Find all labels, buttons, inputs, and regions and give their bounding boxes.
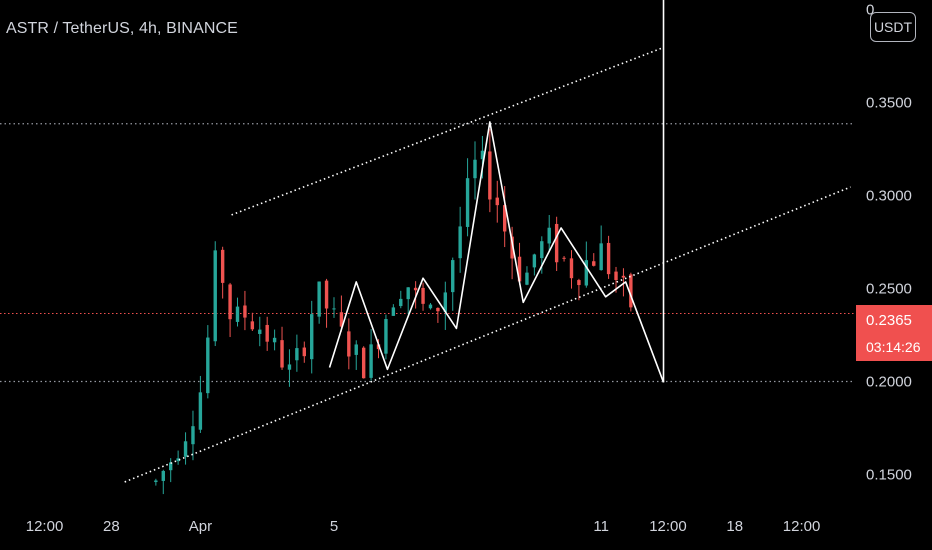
candle-body — [272, 337, 277, 343]
candle-body — [361, 347, 366, 379]
x-tick-label: 11 — [593, 518, 609, 535]
candle-body — [614, 271, 618, 281]
candle-body — [525, 272, 529, 285]
candle-body — [161, 470, 165, 481]
candle-body — [302, 347, 306, 357]
candle-body — [629, 274, 633, 308]
horizontal-levels — [0, 123, 855, 383]
candle-body — [317, 281, 321, 317]
candle-body — [228, 284, 232, 320]
candle-body — [250, 321, 255, 330]
candle-body — [495, 197, 499, 206]
candle-body — [510, 236, 514, 259]
candle-body — [191, 426, 195, 445]
candle-body — [258, 329, 262, 334]
candle-body — [547, 227, 551, 244]
candle-body — [554, 223, 559, 263]
y-axis: 0.1500 0.2000 0.2500 0.3000 0.3500 0 — [866, 1, 912, 483]
y-tick-label: 0.2000 — [866, 373, 912, 390]
y-tick-label: 0 — [866, 1, 874, 18]
candle-body — [332, 308, 336, 310]
x-tick-label: 12:00 — [649, 518, 687, 535]
x-tick-label: 12:00 — [26, 518, 64, 535]
candle-body — [577, 280, 581, 286]
candle-body — [176, 458, 180, 462]
x-tick-label: Apr — [189, 518, 212, 535]
candle-body — [413, 287, 418, 291]
candle-body — [436, 307, 440, 312]
candle-body — [443, 292, 448, 312]
candle-body — [347, 331, 351, 357]
x-axis: 12:00 28 Apr 5 11 12:00 18 12:00 — [26, 518, 821, 535]
candle-body — [584, 260, 589, 286]
candle-body — [569, 258, 574, 279]
y-tick-label: 0.1500 — [866, 467, 912, 484]
candle-body — [198, 392, 203, 430]
candle-body — [206, 337, 210, 394]
candle-body — [458, 226, 462, 259]
candle-body — [169, 462, 173, 471]
candle-body — [339, 312, 344, 327]
bar-countdown: 03:14:26 — [866, 339, 921, 355]
candle-body — [235, 306, 240, 322]
chart-title: ASTR / TetherUS, 4h, BINANCE — [6, 20, 238, 37]
drawings — [124, 0, 851, 483]
x-tick-label: 5 — [330, 518, 338, 535]
currency-badge[interactable]: USDT — [870, 12, 916, 42]
y-tick-label: 0.3500 — [866, 94, 912, 111]
candle-body — [428, 304, 433, 309]
candle-body — [243, 305, 247, 318]
y-tick-label: 0.3000 — [866, 187, 912, 204]
current-price-tag: 0.2365 03:14:26 — [856, 305, 932, 361]
candle-body — [287, 364, 292, 370]
candle-body — [324, 280, 329, 309]
candle-body — [540, 241, 544, 259]
x-tick-label: 28 — [103, 518, 120, 535]
candle-body — [295, 348, 299, 361]
y-tick-label: 0.2500 — [866, 280, 912, 297]
candle-body — [399, 298, 403, 307]
candle-body — [384, 319, 388, 354]
candle-body — [532, 254, 537, 268]
candle-body — [265, 324, 269, 342]
candle-body — [562, 257, 566, 259]
candle-body — [421, 287, 425, 304]
candle-body — [280, 340, 284, 368]
candle-body — [369, 344, 373, 378]
candle-body — [183, 441, 188, 457]
x-tick-label: 12:00 — [783, 518, 821, 535]
candle-body — [406, 287, 410, 300]
candle-body — [606, 242, 611, 275]
candle-body — [310, 314, 314, 360]
lower-channel-line — [124, 186, 851, 483]
candle-body — [473, 159, 477, 179]
x-tick-label: 18 — [726, 518, 743, 535]
candle-body — [592, 261, 596, 266]
candle-body — [517, 256, 522, 282]
current-price: 0.2365 — [866, 312, 912, 329]
candle-body — [391, 307, 396, 316]
candle-body — [480, 150, 485, 160]
candle-body — [154, 480, 158, 483]
zigzag-pattern — [328, 121, 665, 383]
candle-body — [465, 178, 470, 227]
candle-body — [502, 205, 507, 232]
candle-body — [220, 249, 225, 283]
candle-body — [621, 275, 626, 278]
candle-body — [451, 260, 455, 293]
upper-channel-line — [231, 46, 664, 216]
candles — [154, 129, 633, 495]
candle-body — [488, 151, 492, 200]
candle-body — [213, 250, 217, 342]
candle-body — [354, 344, 358, 355]
candle-body — [599, 243, 603, 271]
